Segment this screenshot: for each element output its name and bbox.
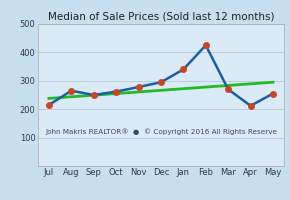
- Title: Median of Sale Prices (Sold last 12 months): Median of Sale Prices (Sold last 12 mont…: [48, 12, 274, 22]
- Text: John Makris REALTOR®  ●  © Copyright 2016 All Rights Reserve: John Makris REALTOR® ● © Copyright 2016 …: [45, 128, 277, 135]
